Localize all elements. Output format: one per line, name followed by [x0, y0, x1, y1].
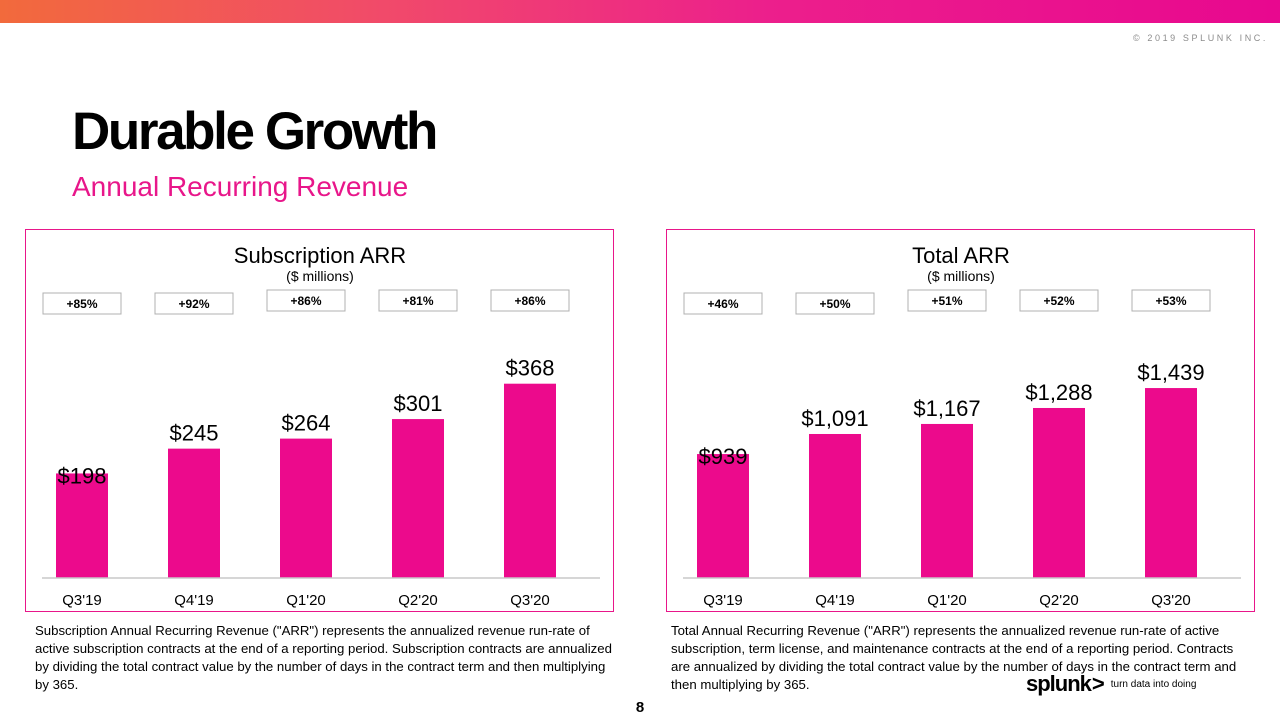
growth-label: +53%: [1155, 294, 1186, 308]
x-tick-label: Q3'19: [62, 592, 102, 609]
logo-tagline: turn data into doing: [1110, 678, 1197, 690]
growth-label: +51%: [931, 294, 962, 308]
bar-Q3'19: [697, 454, 749, 578]
logo-chevron-icon: >: [1091, 671, 1105, 696]
x-tick-label: Q3'19: [703, 592, 743, 609]
growth-label: +86%: [514, 294, 545, 308]
page-subtitle: Annual Recurring Revenue: [72, 171, 409, 202]
splunk-logo: splunk > turn data into doing: [1026, 670, 1196, 698]
growth-box: [1131, 289, 1211, 312]
x-tick-label: Q3'20: [1151, 592, 1191, 609]
bar-Q3'19: [56, 473, 108, 578]
growth-box: [42, 292, 122, 315]
total-arr-chart: Total ARR($ millions) $939 +46% Q3'19 $1,091…: [683, 243, 1241, 609]
x-tick-label: Q4'19: [815, 592, 855, 609]
page-number: 8: [635, 699, 645, 716]
growth-label: +92%: [178, 297, 209, 311]
chart-title: Total ARR: [912, 243, 1010, 268]
growth-label: +52%: [1043, 294, 1074, 308]
total-arr-panel: Total ARR ($ millions) $939 +46% Q3'19 $1,091…: [666, 229, 1255, 612]
subscription-arr-footnote: Subscription Annual Recurring Revenue ("…: [35, 623, 612, 692]
growth-box: [907, 289, 987, 312]
growth-box: [378, 289, 458, 312]
bar-value-label: $198: [58, 463, 107, 488]
growth-box: [683, 292, 763, 315]
bar-Q2'20: [1033, 407, 1085, 578]
bar-Q3'20: [504, 383, 556, 578]
x-tick-label: Q1'20: [927, 592, 967, 609]
subscription-arr-panel: Subscription ARR ($ millions) $198 +85% Q3'1…: [25, 229, 614, 612]
growth-box: [1019, 289, 1099, 312]
chart-subtitle: ($ millions): [286, 268, 354, 284]
growth-label: +86%: [290, 294, 321, 308]
bar-value-label: $939: [699, 444, 748, 469]
total-arr-footnote: Total Annual Recurring Revenue ("ARR") r…: [671, 623, 1237, 692]
page-title: Durable Growth: [72, 102, 438, 161]
bar-value-label: $1,091: [801, 406, 868, 431]
chart-title: Subscription ARR: [234, 243, 406, 268]
bar-value-label: $1,288: [1025, 380, 1092, 405]
bar-Q4'19: [168, 448, 220, 578]
logo-wordmark: splunk: [1026, 671, 1092, 696]
growth-box: [266, 289, 346, 312]
x-tick-label: Q2'20: [1039, 592, 1079, 609]
growth-box: [795, 292, 875, 315]
growth-box: [490, 289, 570, 312]
bar-value-label: $1,167: [913, 396, 980, 421]
top-gradient-bar: [0, 0, 1280, 23]
copyright-text: © 2019 SPLUNK INC.: [1133, 33, 1268, 43]
bar-value-label: $301: [394, 391, 443, 416]
bar-Q3'20: [1145, 388, 1197, 578]
growth-label: +81%: [402, 294, 433, 308]
growth-box: [154, 292, 234, 315]
growth-label: +85%: [66, 297, 97, 311]
bar-Q1'20: [921, 423, 973, 578]
bar-value-label: $264: [282, 411, 331, 436]
growth-label: +50%: [819, 297, 850, 311]
bar-Q2'20: [392, 419, 444, 578]
x-tick-label: Q2'20: [398, 592, 438, 609]
x-tick-label: Q4'19: [174, 592, 214, 609]
chart-subtitle: ($ millions): [927, 268, 995, 284]
x-tick-label: Q3'20: [510, 592, 550, 609]
bar-value-label: $1,439: [1137, 360, 1204, 385]
x-tick-label: Q1'20: [286, 592, 326, 609]
bar-Q4'19: [809, 433, 861, 578]
bar-value-label: $368: [506, 356, 555, 381]
bar-Q1'20: [280, 438, 332, 578]
growth-label: +46%: [707, 297, 738, 311]
subscription-arr-chart: Subscription ARR($ millions) $198 +85% Q3'1…: [42, 243, 600, 609]
bar-value-label: $245: [170, 421, 219, 446]
